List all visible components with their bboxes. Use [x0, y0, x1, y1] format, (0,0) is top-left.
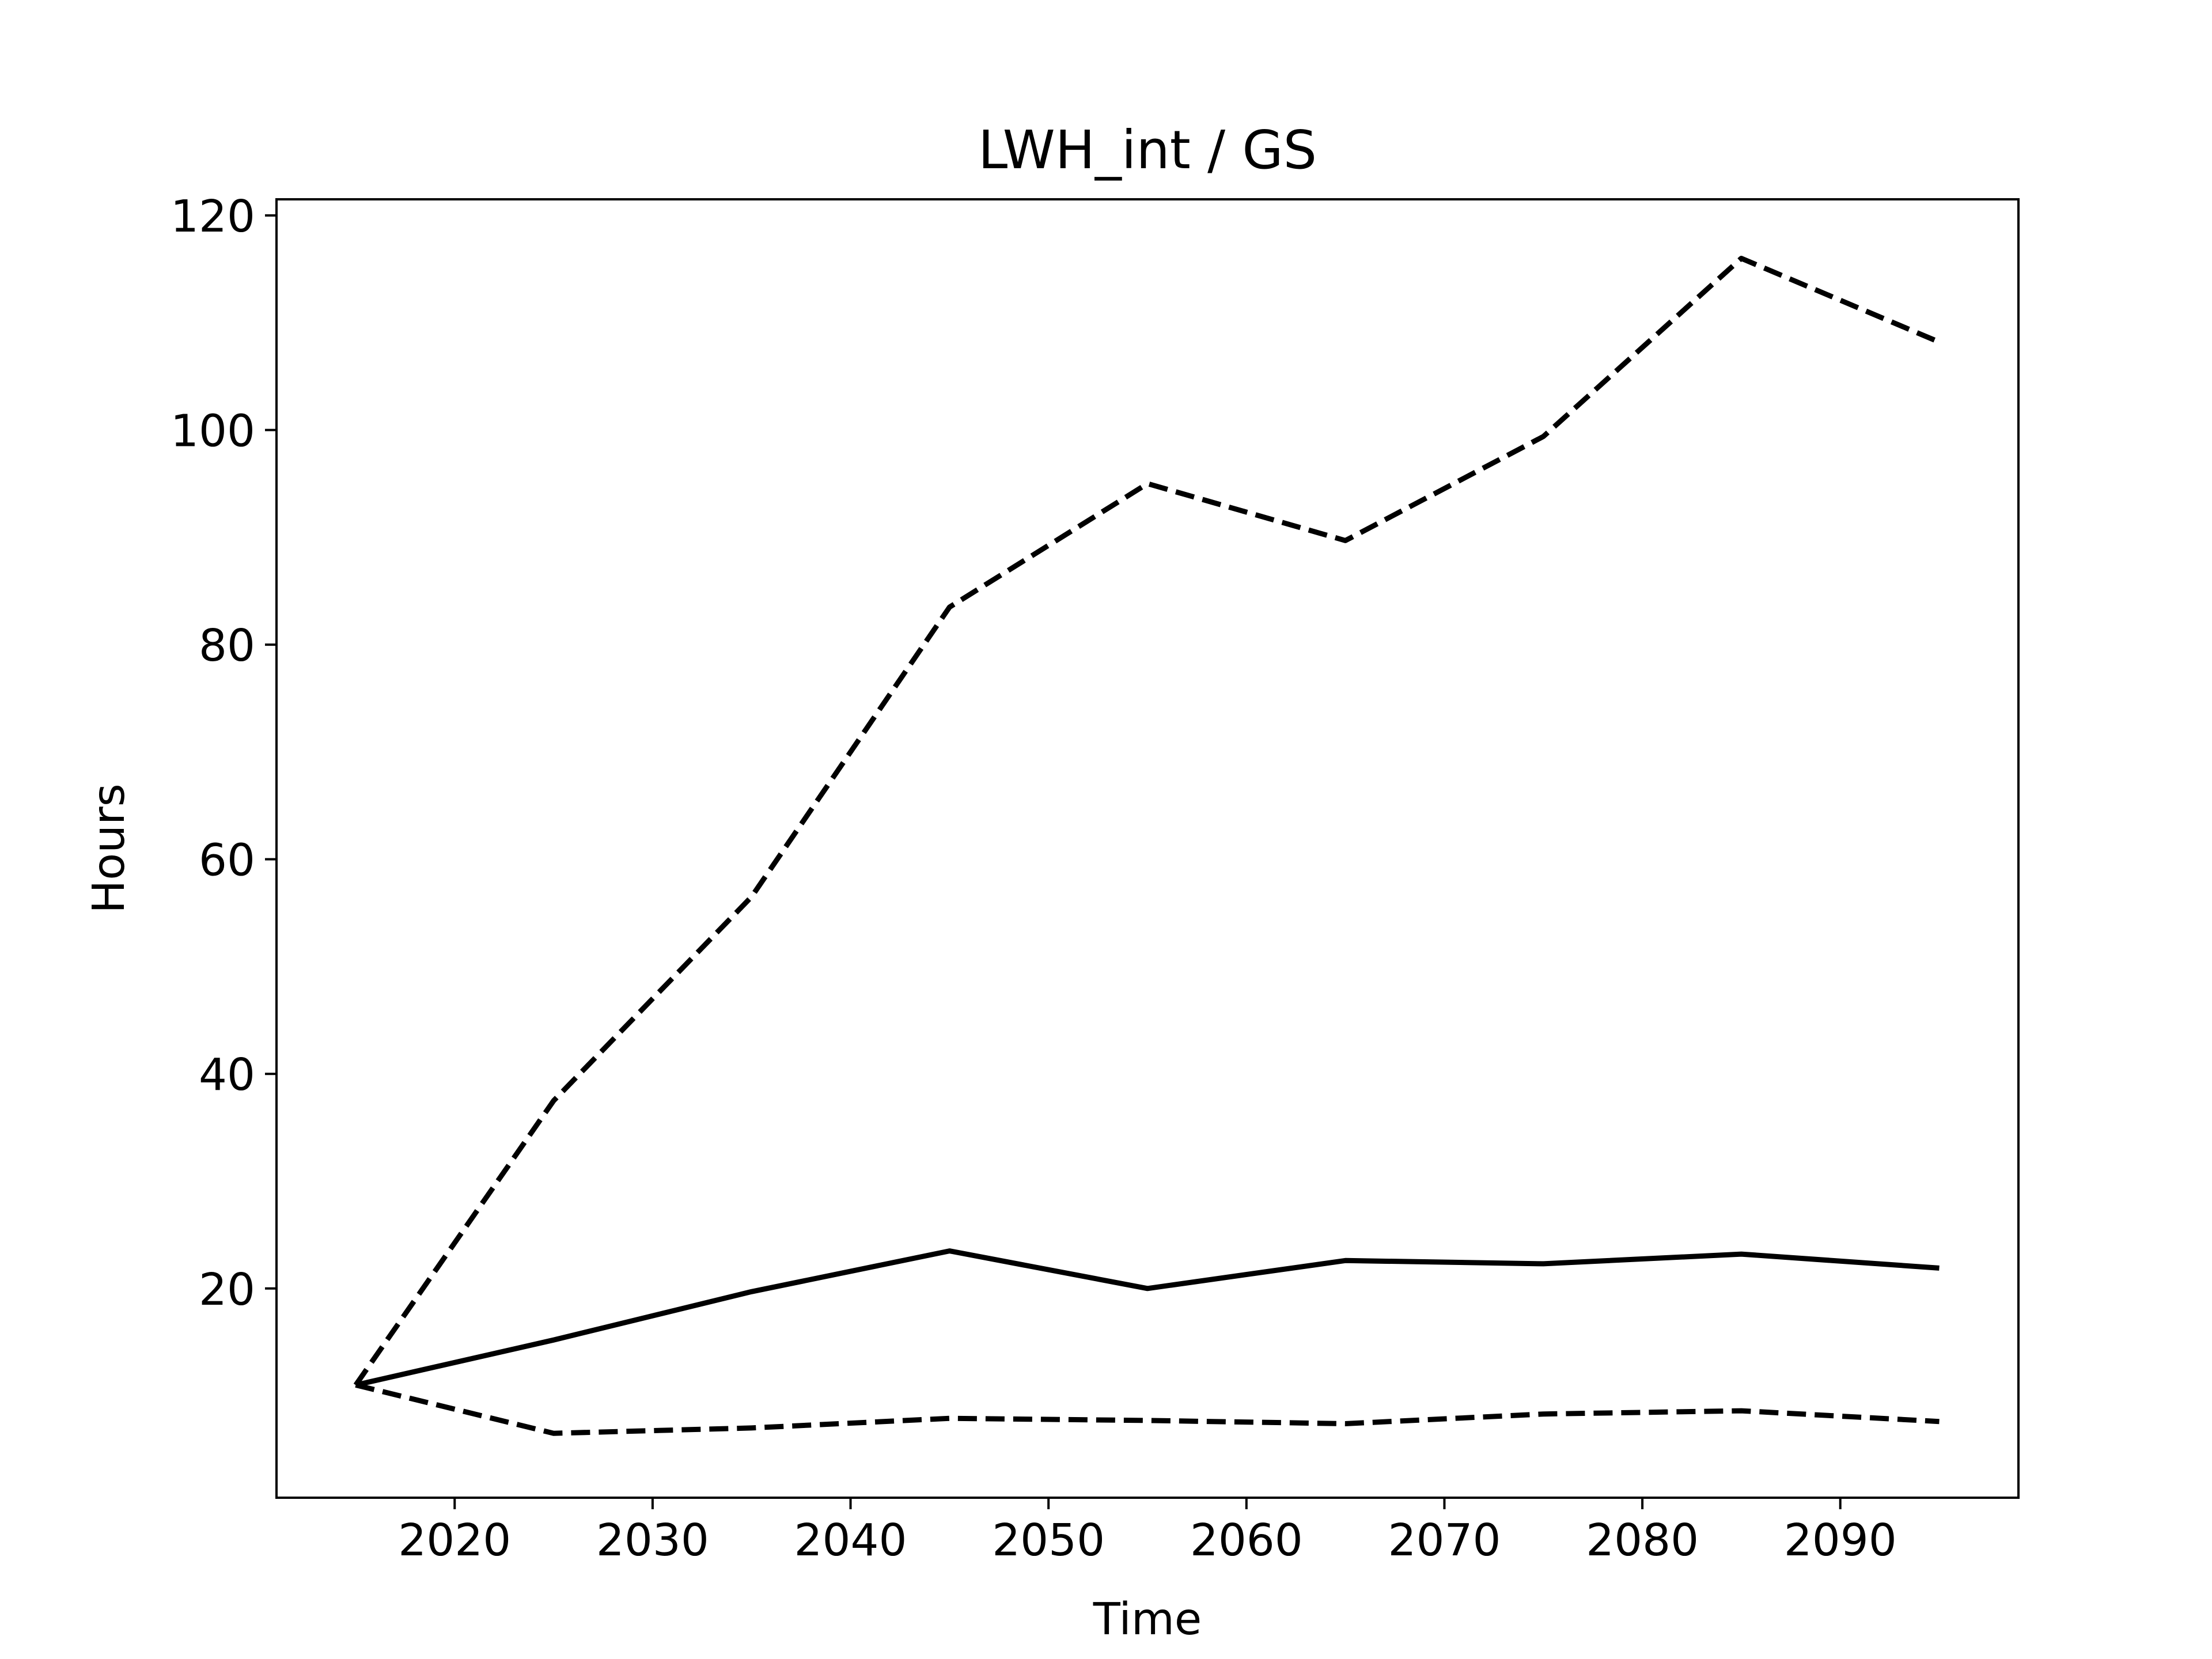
- chart-title: LWH_int / GS: [978, 119, 1317, 181]
- y-tick-label: 60: [199, 835, 255, 887]
- x-tick-label: 2040: [794, 1515, 907, 1566]
- x-tick-label: 2020: [398, 1515, 511, 1566]
- y-axis-label: Hours: [84, 783, 135, 914]
- y-tick-label: 80: [199, 620, 255, 672]
- x-tick-label: 2080: [1586, 1515, 1699, 1566]
- y-tick-label: 100: [171, 406, 255, 457]
- x-tick-label: 2070: [1388, 1515, 1501, 1566]
- series-line-2: [355, 1248, 1940, 1388]
- series-layer: [353, 256, 1941, 1436]
- y-tick-label: 120: [171, 191, 255, 243]
- x-axis-label: Time: [1093, 1594, 1202, 1645]
- x-tick-label: 2060: [1190, 1515, 1303, 1566]
- x-tick-label: 2090: [1784, 1515, 1897, 1566]
- plot-frame: [275, 198, 2020, 1499]
- y-axis: 20 40 60 80 100 120: [171, 191, 276, 1316]
- y-tick-label: 20: [199, 1264, 255, 1316]
- y-tick-label: 40: [199, 1050, 255, 1101]
- x-tick-label: 2050: [992, 1515, 1105, 1566]
- x-tick-label: 2030: [596, 1515, 709, 1566]
- x-axis: 2020 2030 2040 2050 2060 2070 2080 2090: [398, 1498, 1897, 1566]
